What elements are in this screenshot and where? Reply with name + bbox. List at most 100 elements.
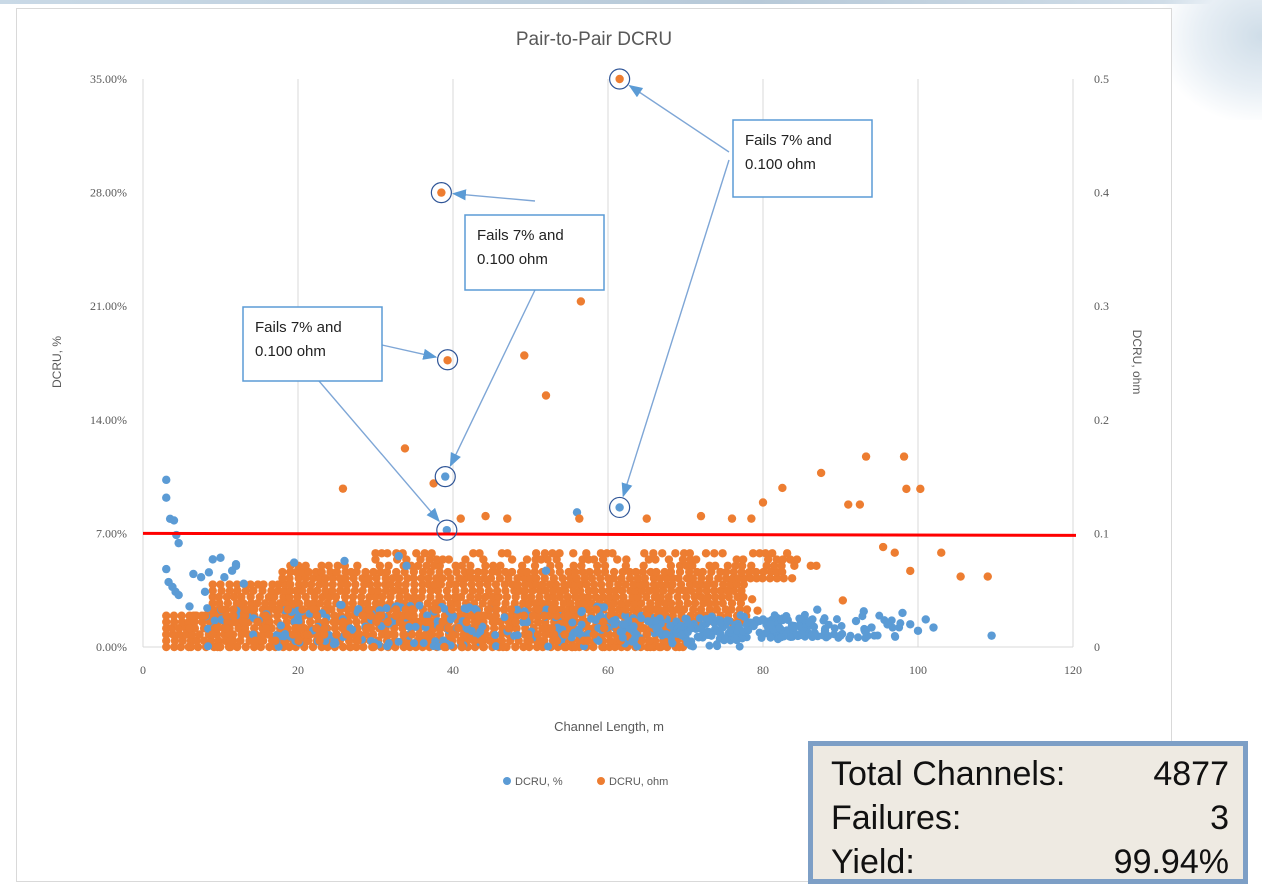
ohm-point (592, 605, 601, 614)
ohm-point (722, 586, 732, 595)
chart-title: Pair-to-Pair DCRU (516, 29, 672, 50)
ohm-point (429, 479, 438, 488)
ohm-point (528, 586, 537, 595)
ohm-point (599, 617, 608, 627)
ohm-point (547, 624, 556, 633)
ohm-point (279, 592, 288, 602)
pct-point (449, 612, 458, 621)
pct-point (676, 621, 685, 630)
ohm-point (409, 586, 419, 595)
ohm-point (786, 555, 795, 564)
ohm-point (352, 642, 361, 652)
ohm-point (645, 636, 654, 645)
ohm-point (519, 611, 529, 620)
ohm-point (369, 642, 378, 652)
ohm-point (331, 592, 341, 602)
pct-point (705, 641, 714, 650)
y-tick-label: 28.00% (90, 186, 127, 200)
ohm-point (320, 580, 330, 589)
ohm-point (416, 555, 425, 564)
ohm-point (723, 561, 733, 570)
ohm-point (685, 580, 695, 589)
ohm-point (435, 624, 444, 633)
ohm-point (496, 630, 506, 639)
ohm-point (365, 580, 375, 589)
pct-point (405, 622, 414, 631)
ohm-point (555, 592, 565, 602)
ohm-point (342, 586, 351, 595)
ohm-point (555, 586, 564, 595)
ohm-point (658, 549, 667, 558)
annotation-text: 0.100 ohm (745, 156, 816, 173)
ohm-point (560, 642, 569, 652)
ohm-point (589, 630, 598, 639)
ohm-point (346, 642, 355, 652)
ohm-point (381, 586, 391, 595)
ohm-point (649, 580, 659, 589)
ohm-point (584, 592, 593, 602)
ohm-point (675, 642, 684, 652)
pct-point (541, 566, 551, 575)
ohm-point (208, 586, 217, 595)
ohm-point (338, 642, 348, 652)
ohm-point (563, 611, 573, 620)
ohm-point (637, 599, 646, 608)
ohm-point (666, 567, 676, 577)
pct-point (409, 639, 418, 648)
ohm-point (448, 630, 457, 639)
ohm-point (740, 574, 749, 583)
ohm-point (361, 567, 370, 577)
ohm-point (353, 636, 362, 645)
ohm-point (169, 611, 179, 620)
ohm-point (317, 561, 326, 570)
pct-point (204, 642, 213, 651)
pct-point (749, 622, 758, 631)
ohm-point (236, 636, 245, 645)
ohm-point (261, 611, 271, 620)
ohm-point (435, 592, 444, 602)
ohm-point (372, 574, 381, 583)
ohm-point (621, 561, 631, 570)
ohm-point (435, 567, 444, 577)
ohm-point (324, 561, 333, 570)
ohm-point (687, 586, 696, 595)
ohm-point (747, 514, 756, 523)
ohm-point (226, 642, 235, 652)
ohm-point (855, 500, 865, 509)
ohm-point (768, 549, 777, 558)
ohm-point (610, 586, 620, 595)
ohm-point (513, 580, 522, 589)
ohm-point (170, 642, 179, 652)
ohm-point (328, 580, 337, 589)
ohm-point (332, 567, 342, 577)
pct-point (220, 573, 229, 582)
ohm-point (772, 574, 782, 583)
ohm-point (609, 574, 619, 583)
ohm-point (362, 624, 371, 633)
ohm-point (675, 561, 685, 570)
pct-point (442, 525, 451, 535)
ohm-point (511, 642, 520, 652)
ohm-point (718, 599, 727, 608)
ohm-point (303, 630, 312, 639)
ohm-point (480, 574, 489, 583)
ohm-point (622, 555, 631, 564)
ohm-point (792, 555, 802, 564)
ohm-point (577, 561, 586, 570)
ohm-point (548, 586, 558, 595)
pct-point (693, 632, 702, 641)
ohm-point (184, 617, 193, 627)
ohm-point (208, 592, 217, 602)
ohm-point (288, 599, 297, 608)
ohm-point (285, 642, 294, 652)
data-points (162, 74, 996, 652)
ohm-point (375, 561, 385, 570)
ohm-point (162, 630, 171, 639)
ohm-point (364, 605, 374, 614)
ohm-point (383, 617, 392, 627)
ohm-point (861, 452, 871, 461)
ohm-point (492, 605, 501, 614)
pct-point (716, 619, 725, 628)
ohm-point (175, 630, 184, 639)
ohm-point (333, 561, 342, 570)
